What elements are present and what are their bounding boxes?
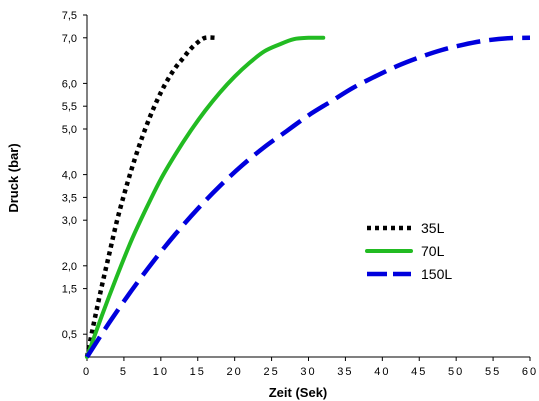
y-tick-label: 0,5 bbox=[62, 329, 77, 341]
x-tick-label: 30 bbox=[300, 366, 316, 378]
y-axis-title: Druck (bar) bbox=[6, 143, 21, 212]
x-tick-label: 40 bbox=[374, 366, 390, 378]
x-tick-label: 50 bbox=[448, 366, 464, 378]
legend-label-70l: 70L bbox=[421, 243, 445, 259]
y-tick-label: 5,0 bbox=[62, 124, 77, 136]
x-ticks: 0 5 10 15 20 25 30 35 40 45 50 55 60 bbox=[83, 357, 538, 378]
series-lines bbox=[84, 35, 531, 359]
x-tick-label: 10 bbox=[153, 366, 169, 378]
series-line-70l bbox=[85, 35, 326, 359]
x-tick-label: 35 bbox=[337, 366, 353, 378]
y-tick-label: 4,0 bbox=[62, 170, 77, 182]
x-tick-label: 25 bbox=[263, 366, 279, 378]
x-tick-label: 0 bbox=[83, 366, 91, 378]
legend-label-150l: 150L bbox=[421, 266, 452, 282]
legend-label-35l: 35L bbox=[421, 220, 445, 236]
y-tick-label: 7,0 bbox=[62, 33, 77, 45]
series-line-150l bbox=[85, 35, 531, 359]
y-tick-label: 7,5 bbox=[62, 10, 77, 22]
y-tick-label: 1,5 bbox=[62, 284, 77, 296]
x-tick-label: 20 bbox=[227, 366, 243, 378]
x-tick-label: 15 bbox=[190, 366, 206, 378]
y-tick-label: 5,5 bbox=[62, 101, 77, 113]
x-axis-title: Zeit (Sek) bbox=[269, 385, 328, 400]
x-tick-label: 55 bbox=[485, 366, 501, 378]
y-ticks: 0,5 1,5 2,0 3,0 3,5 4,0 5,0 5,5 6,0 7,0 7,5 bbox=[62, 10, 87, 341]
y-tick-label: 3,5 bbox=[62, 192, 77, 204]
x-tick-label: 60 bbox=[522, 366, 538, 378]
series-line-35l bbox=[84, 35, 217, 358]
x-tick-label: 45 bbox=[411, 366, 427, 378]
axes bbox=[86, 15, 530, 358]
y-tick-label: 6,0 bbox=[62, 78, 77, 90]
x-tick-label: 5 bbox=[120, 366, 128, 378]
y-tick-label: 2,0 bbox=[62, 261, 77, 273]
legend: 35L 70L 150L bbox=[365, 220, 452, 282]
y-tick-label: 3,0 bbox=[62, 215, 77, 227]
